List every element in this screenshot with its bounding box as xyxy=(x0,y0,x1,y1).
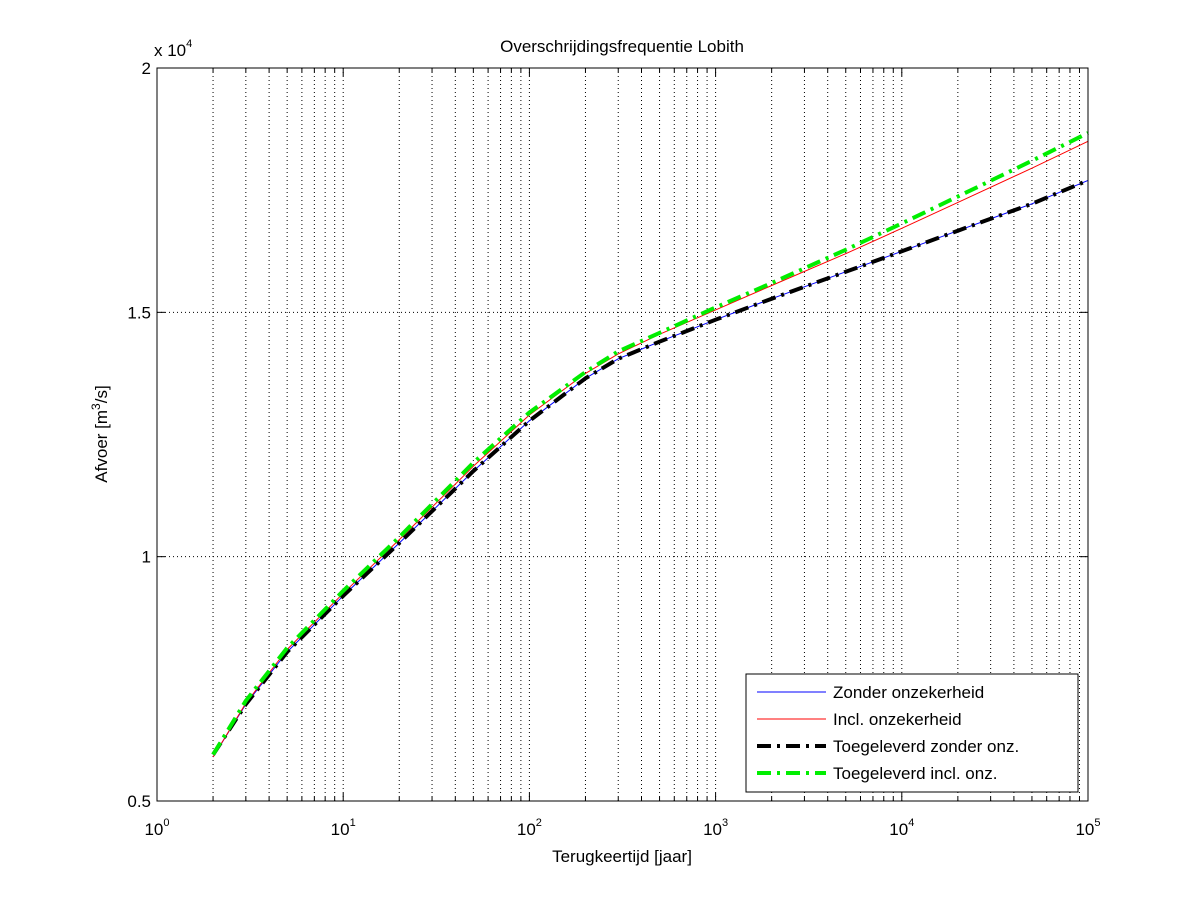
series-line-4 xyxy=(211,131,1089,756)
y-axis-multiplier-base: x 10 xyxy=(154,41,186,60)
y-axis-multiplier-exponent: 4 xyxy=(186,38,192,50)
y-axis-label-superscript: 3 xyxy=(89,403,103,410)
y-tick-labels: 0.5 1 1.5 2 xyxy=(127,59,151,811)
x-tick-label-base: 10 xyxy=(331,820,350,839)
y-axis-label-prefix: Afvoer [m xyxy=(92,410,111,483)
plot-frame xyxy=(156,67,1089,802)
x-tick-label-base: 10 xyxy=(517,820,536,839)
x-tick-label: 102 xyxy=(517,817,542,839)
x-tick-label: 101 xyxy=(331,817,356,839)
x-tick-label-base: 10 xyxy=(1075,820,1094,839)
x-tick-label: 105 xyxy=(1075,817,1100,839)
y-tick-label: 0.5 xyxy=(127,792,151,811)
x-tick-label-exponent: 3 xyxy=(722,817,728,829)
legend-items: Zonder onzekerheid Incl. onzekerheid Toege… xyxy=(757,683,1019,783)
y-tick-label: 1 xyxy=(142,548,151,567)
series-layer xyxy=(211,131,1089,758)
chart-title: Overschrijdingsfrequentie Lobith xyxy=(500,37,744,56)
ticks xyxy=(157,68,1088,801)
x-tick-label-base: 10 xyxy=(703,820,722,839)
x-axis-label: Terugkeertijd [jaar] xyxy=(552,847,692,866)
x-tick-labels: 100 101 102 103 104 105 xyxy=(144,817,1100,839)
x-tick-label-exponent: 1 xyxy=(350,817,356,829)
y-axis-label: Afvoer [m3/s] xyxy=(89,385,111,482)
series-line-3 xyxy=(211,178,1089,756)
x-tick-label-exponent: 2 xyxy=(536,817,542,829)
x-tick-label: 104 xyxy=(889,817,914,839)
x-tick-label-exponent: 0 xyxy=(163,817,169,829)
y-tick-label: 2 xyxy=(142,59,151,78)
y-axis-label-suffix: /s] xyxy=(92,385,111,403)
x-tick-label-base: 10 xyxy=(144,820,163,839)
legend-box xyxy=(745,673,1079,793)
x-tick-label-exponent: 5 xyxy=(1094,817,1100,829)
legend-label: Toegeleverd incl. onz. xyxy=(833,764,997,783)
legend-label: Zonder onzekerheid xyxy=(833,683,984,702)
y-axis-multiplier: x 104 xyxy=(154,38,192,60)
x-tick-label-exponent: 4 xyxy=(908,817,914,829)
y-tick-label: 1.5 xyxy=(127,303,151,322)
x-tick-label-base: 10 xyxy=(889,820,908,839)
x-tick-label: 103 xyxy=(703,817,728,839)
legend: Zonder onzekerheid Incl. onzekerheid Toege… xyxy=(745,673,1079,793)
legend-label: Incl. onzekerheid xyxy=(833,710,962,729)
x-tick-label: 100 xyxy=(144,817,169,839)
legend-label: Toegeleverd zonder onz. xyxy=(833,737,1019,756)
